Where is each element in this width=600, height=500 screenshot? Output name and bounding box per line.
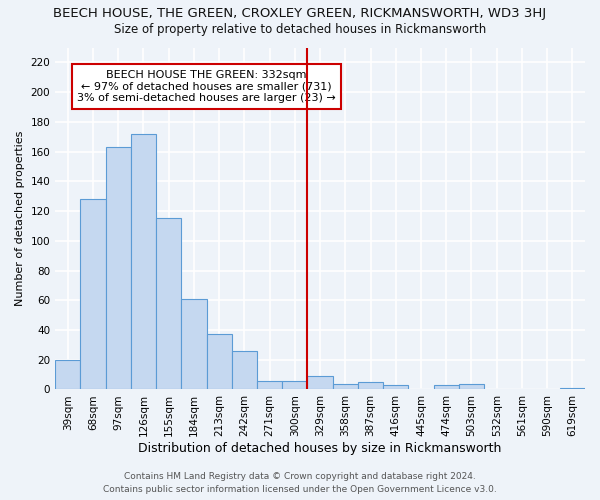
Bar — [307, 376, 332, 390]
Y-axis label: Number of detached properties: Number of detached properties — [15, 131, 25, 306]
Bar — [181, 299, 206, 390]
Bar — [80, 199, 106, 390]
Text: BEECH HOUSE THE GREEN: 332sqm
← 97% of detached houses are smaller (731)
3% of s: BEECH HOUSE THE GREEN: 332sqm ← 97% of d… — [77, 70, 336, 103]
Bar — [232, 351, 257, 390]
Text: BEECH HOUSE, THE GREEN, CROXLEY GREEN, RICKMANSWORTH, WD3 3HJ: BEECH HOUSE, THE GREEN, CROXLEY GREEN, R… — [53, 8, 547, 20]
Bar — [131, 134, 156, 390]
Bar — [358, 382, 383, 390]
Bar — [332, 384, 358, 390]
Bar — [560, 388, 585, 390]
Bar — [156, 218, 181, 390]
Bar — [434, 385, 459, 390]
Bar — [282, 380, 307, 390]
Bar — [55, 360, 80, 390]
Bar — [459, 384, 484, 390]
Bar — [257, 380, 282, 390]
Bar — [206, 334, 232, 390]
Bar — [383, 385, 409, 390]
Text: Size of property relative to detached houses in Rickmansworth: Size of property relative to detached ho… — [114, 22, 486, 36]
Text: Contains HM Land Registry data © Crown copyright and database right 2024.
Contai: Contains HM Land Registry data © Crown c… — [103, 472, 497, 494]
X-axis label: Distribution of detached houses by size in Rickmansworth: Distribution of detached houses by size … — [139, 442, 502, 455]
Bar — [106, 147, 131, 390]
